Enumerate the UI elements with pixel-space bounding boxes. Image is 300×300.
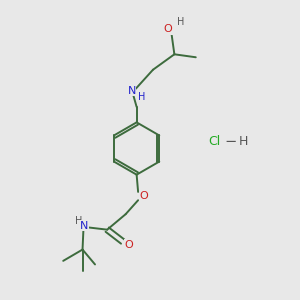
Text: H: H xyxy=(75,216,82,226)
Text: Cl: Cl xyxy=(208,135,220,148)
Text: N: N xyxy=(128,85,136,96)
Text: N: N xyxy=(80,221,88,231)
Text: O: O xyxy=(124,239,133,250)
Text: −: − xyxy=(225,134,237,149)
Text: H: H xyxy=(177,16,184,27)
Text: H: H xyxy=(239,135,248,148)
Text: O: O xyxy=(164,24,172,34)
Text: H: H xyxy=(138,92,146,101)
Text: O: O xyxy=(139,191,148,201)
